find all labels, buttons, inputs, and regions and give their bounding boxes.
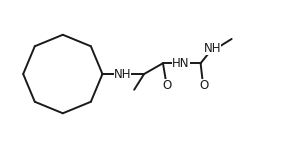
- Text: NH: NH: [113, 68, 131, 81]
- Text: O: O: [162, 79, 171, 92]
- Text: HN: HN: [172, 57, 189, 70]
- Text: NH: NH: [204, 42, 221, 55]
- Text: O: O: [199, 79, 208, 92]
